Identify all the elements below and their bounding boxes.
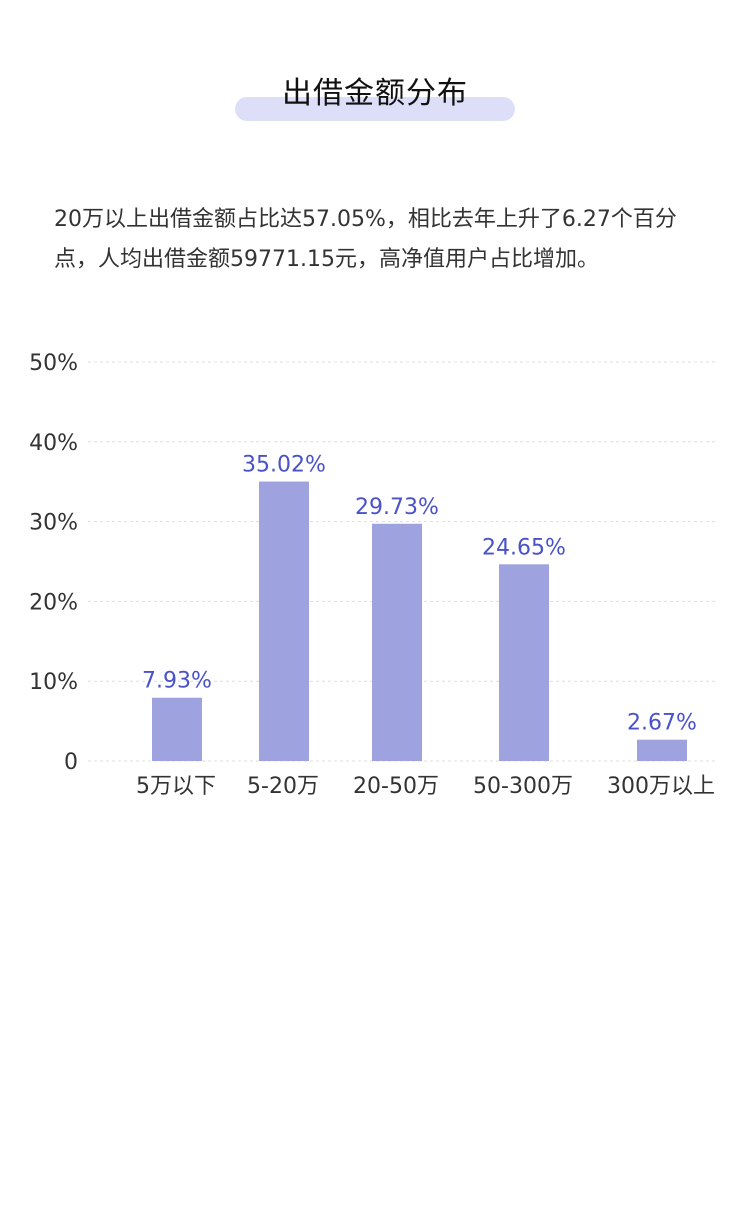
y-tick-label: 40% [29, 431, 78, 456]
bar [152, 697, 202, 761]
data-label: 7.93% [142, 669, 212, 694]
data-label: 35.02% [242, 453, 326, 478]
summary-text: 20万以上出借金额占比达57.05%，相比去年上升了6.27个百分点，人均出借金… [54, 207, 677, 272]
page-title: 出借金额分布 [282, 76, 468, 111]
x-tick-label: 300万以上 [607, 774, 715, 799]
y-tick-label: 30% [29, 511, 78, 536]
x-tick-label: 20-50万 [353, 774, 439, 799]
y-tick-label: 50% [29, 351, 78, 376]
bar [637, 739, 687, 761]
bar [499, 564, 549, 761]
x-tick-label: 5-20万 [247, 774, 319, 799]
bar [259, 481, 309, 761]
y-tick-label: 20% [29, 590, 78, 615]
data-label: 2.67% [627, 711, 697, 736]
bar-chart: 0 10% 20% 30% 40% 50% 7.93% 5万以下 35.02% 5-20万 29.7… [29, 351, 716, 799]
data-label: 29.73% [355, 495, 439, 520]
x-tick-label: 50-300万 [473, 774, 573, 799]
title-highlight-bar [235, 97, 515, 121]
bar [372, 523, 422, 761]
x-tick-label: 5万以下 [136, 774, 216, 799]
y-tick-label: 10% [29, 670, 78, 695]
y-tick-label: 0 [64, 750, 78, 775]
data-label: 24.65% [482, 535, 566, 560]
title-section: 出借金额分布 [0, 70, 750, 130]
